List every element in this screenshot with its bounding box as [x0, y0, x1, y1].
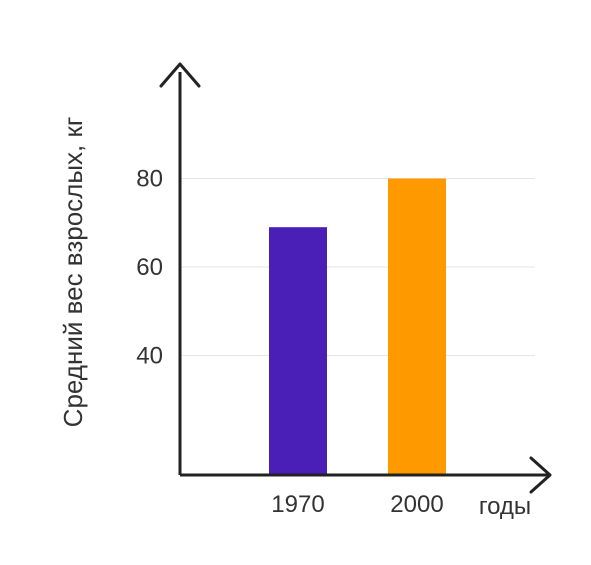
bar-1970	[269, 227, 327, 475]
y-tick-label-40: 40	[136, 343, 163, 370]
x-tick-labels: 1970 2000	[271, 491, 443, 518]
axes	[159, 62, 552, 494]
x-tick-label-2000: 2000	[390, 491, 443, 518]
y-axis-label: Средний вес взрослых, кг	[58, 117, 88, 428]
bars	[269, 178, 446, 476]
y-tick-label-80: 80	[136, 166, 163, 193]
y-axis-arrow	[159, 62, 201, 88]
x-tick-label-1970: 1970	[271, 491, 324, 518]
gridlines	[180, 178, 535, 357]
y-tick-labels: 40 60 80	[136, 166, 163, 370]
bar-2000	[388, 178, 446, 476]
x-axis-label: годы	[479, 493, 531, 520]
y-tick-label-60: 60	[136, 254, 163, 281]
x-axis-arrow	[529, 456, 552, 494]
